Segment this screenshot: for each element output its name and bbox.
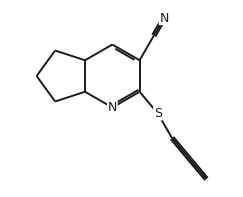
Text: S: S	[154, 107, 162, 120]
Text: N: N	[108, 101, 117, 114]
Text: N: N	[159, 11, 169, 24]
